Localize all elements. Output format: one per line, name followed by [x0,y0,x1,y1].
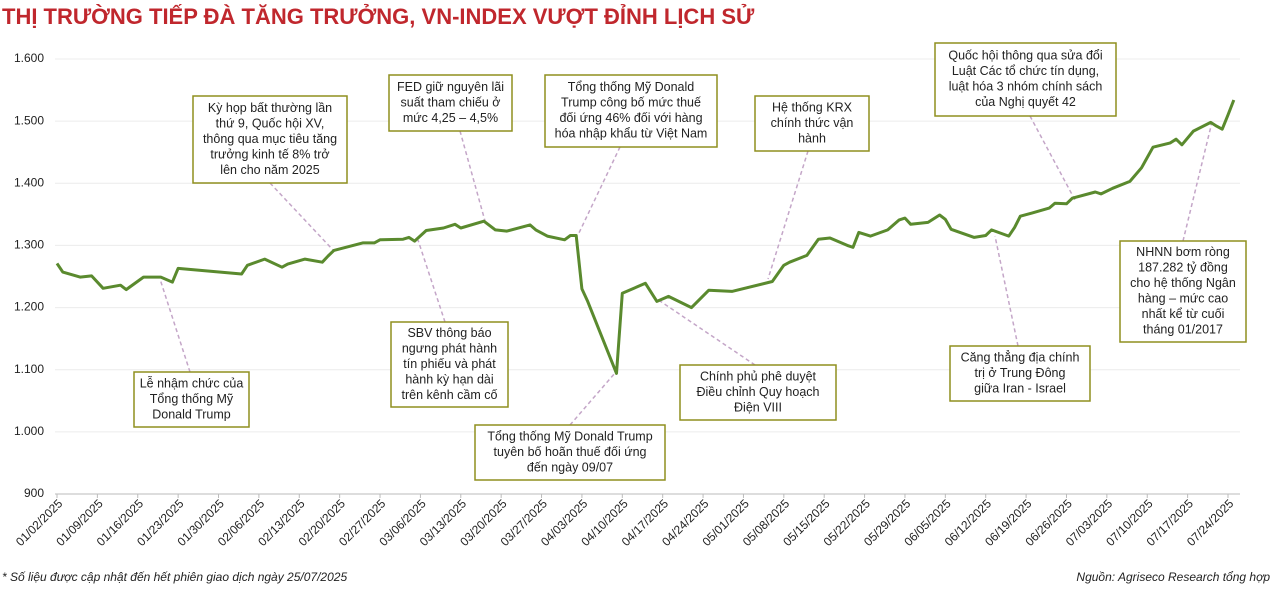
annotation-box [754,95,870,152]
annotation-box [388,74,513,132]
annotation-text: ngưng phát hành [402,341,497,355]
y-tick-label: 1.300 [14,238,44,252]
annotation-text: Quốc hội thông qua sửa đổi [948,49,1102,63]
annotation-connector [269,182,334,251]
annotation-box [474,424,666,481]
annotation-text: luật hóa 3 nhóm chính sách [949,80,1103,94]
annotation-text: FED giữ nguyên lãi [397,80,504,94]
annotation-text: Lễ nhậm chức của [140,375,244,390]
annotation-text: trưởng kinh tế 8% trở [210,147,329,161]
annotation-text: hành kỳ hạn dài [405,372,493,386]
y-tick-label: 900 [24,486,44,500]
annotation-text: Tổng thống Mỹ Donald [568,80,695,94]
annotation-text: Căng thẳng địa chính [961,349,1080,364]
annotation-text: Donald Trump [152,407,231,421]
annotation-text: của Nghị quyết 42 [975,95,1076,109]
footnote: * Số liệu được cập nhật đến hết phiên gi… [2,570,347,584]
annotation-text: Tổng thống Mỹ [150,392,234,406]
annotation-text: nhất kể từ cuối [1142,307,1225,321]
annotation-text: tín phiếu và phát [403,357,496,371]
annotation-box [1119,240,1247,343]
annotation-text: 187.282 tỷ đồng [1138,261,1228,275]
annotation-text: thông qua mục tiêu tăng [203,132,337,146]
annotation-connector [569,372,616,426]
annotation-text: Luật Các tổ chức tín dụng, [952,64,1099,78]
y-tick-label: 1.400 [14,175,44,189]
annotation-text: trị ở Trung Đông [975,366,1066,380]
annotation-text: SBV thông báo [407,326,491,340]
annotation-text: chính thức vận [771,116,854,130]
annotation-connector [1029,115,1076,201]
source: Nguồn: Agriseco Research tổng hợp [1076,570,1270,584]
annotation-box [679,364,837,421]
annotation-text: đến ngày 09/07 [527,460,613,474]
annotation-text: lên cho năm 2025 [220,163,319,177]
annotation-box [133,371,250,428]
annotation-text: tháng 01/2017 [1143,323,1223,337]
y-tick-label: 1.200 [14,300,44,314]
annotation-text: cho hệ thống Ngân [1130,276,1236,290]
annotation-text: hàng – mức cao [1138,292,1228,306]
annotation-text: Hệ thống KRX [772,100,853,114]
annotation-text: Điều chỉnh Quy hoạch [697,385,820,399]
annotation-box [390,321,509,408]
annotation-text: Điện VIII [734,400,782,414]
y-tick-label: 1.100 [14,362,44,376]
annotation-text: đối ứng 46% đối với hàng [559,111,702,125]
annotation-text: thứ 9, Quốc hội XV, [216,116,325,130]
y-tick-label: 1.000 [14,424,44,438]
annotation-text: mức 4,25 – 4,5% [403,111,498,125]
annotation-text: hóa nhập khẩu từ Việt Nam [555,127,708,141]
annotation-text: Trump công bố mức thuế [561,96,701,110]
annotation-box [192,95,348,184]
annotation-box [949,345,1091,402]
y-tick-label: 1.500 [14,113,44,127]
annotation-text: hành [798,131,826,145]
annotation-connector [659,300,756,366]
annotation-text: trên kênh cầm cố [402,388,498,402]
annotation-box [544,74,718,148]
annotation-text: suất tham chiếu ở [401,95,501,109]
annotation-text: Tổng thống Mỹ Donald Trump [487,429,652,443]
annotation-text: Kỳ họp bất thường lần [208,101,332,115]
annotation-connector [577,146,621,236]
chart-title: THỊ TRƯỜNG TIẾP ĐÀ TĂNG TRƯỞNG, VN-INDEX… [2,4,755,29]
annotation-text: Chính phủ phê duyệt [700,369,817,383]
annotation-connector [459,130,486,222]
y-tick-label: 1.600 [14,51,44,65]
annotation-box [934,42,1117,117]
annotation-text: NHNN bơm ròng [1136,245,1230,259]
annotation-connector [159,278,191,373]
series-line [55,99,1236,375]
annotation-connector [417,239,446,323]
annotation-connector [767,150,809,280]
annotation-text: giữa Iran - Israel [974,381,1066,395]
annotation-connector [994,235,1019,347]
annotation-text: tuyên bố hoãn thuế đối ứng [494,445,647,459]
